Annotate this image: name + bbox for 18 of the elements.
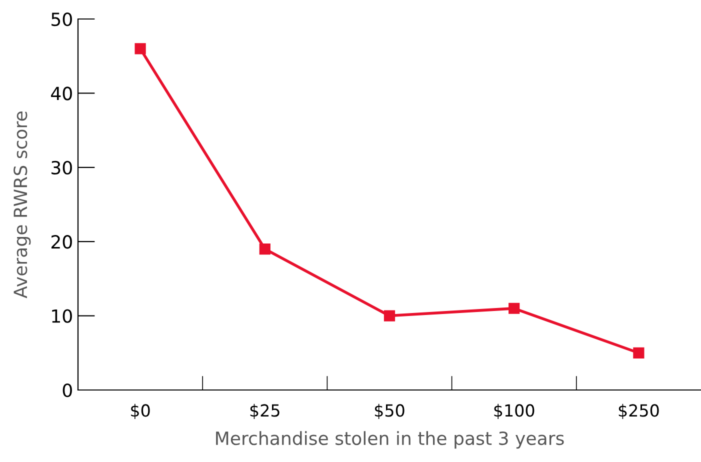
y-tick-label: 50 <box>52 12 72 26</box>
y-tick-label: 40 <box>51 86 72 100</box>
x-axis-title: Merchandise stolen in the past 3 years <box>216 431 564 449</box>
point <box>134 43 146 54</box>
point <box>384 310 396 322</box>
y-tick-label: 20 <box>51 235 72 249</box>
y-tick-label: 10 <box>52 309 72 323</box>
point <box>259 243 270 255</box>
y-tick-label: 0 <box>62 383 72 398</box>
x-tick-label: $100 <box>494 404 534 420</box>
x-tick-label: $0 <box>131 404 150 420</box>
x-tick-label: $50 <box>374 404 404 420</box>
x-tick-label: $25 <box>250 404 280 420</box>
x-tick-label: $250 <box>618 404 659 420</box>
point <box>633 347 644 358</box>
y-axis-title: Average RWRS score <box>14 112 31 298</box>
point <box>508 302 520 314</box>
y-tick-label: 30 <box>52 160 72 175</box>
